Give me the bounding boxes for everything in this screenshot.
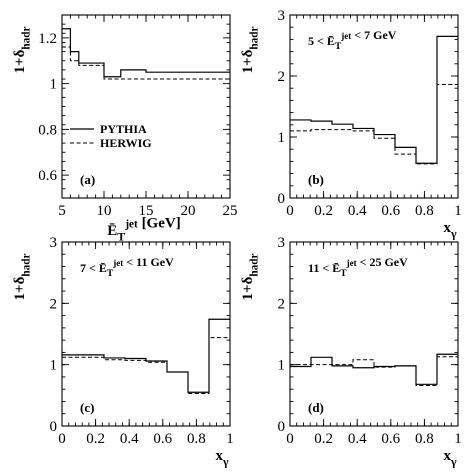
panel-0: 5 10 15 20 25 0.6 0.8 1 1.2 (a) 1+δhadr ĒTjet [GeV]…	[12, 14, 238, 244]
x-tick-label: 0.4	[120, 431, 139, 447]
series-herwig-step	[62, 337, 230, 394]
y-tick-label: 2	[50, 296, 58, 312]
series-herwig-step	[62, 46, 230, 80]
x-tick-label: 25	[223, 203, 238, 219]
x-tick-label: 15	[139, 203, 154, 219]
panel-3: 0 0.2 0.4 0.6 0.8 1 0 1 2 3 (d) 1+δhadr xγ 11 < ĒTjet…	[240, 235, 462, 468]
x-tick-label: 0	[58, 431, 66, 447]
panel-letter: (b)	[308, 172, 324, 187]
y-tick-label: 1	[50, 358, 58, 374]
y-tick-label: 1	[278, 358, 286, 374]
x-tick-label: 0.2	[314, 203, 333, 219]
y-tick-label: 0	[50, 419, 58, 435]
x-tick-label: 0.2	[314, 431, 333, 447]
y-axis-label: 1+δhadr	[12, 254, 32, 301]
series-pythia-step	[290, 35, 458, 164]
x-tick-label: 0.8	[415, 431, 434, 447]
et-range-annotation: 5 < ĒTjet < 7 GeV	[308, 28, 397, 52]
x-tick-label: 5	[58, 203, 66, 219]
y-tick-label: 1	[50, 77, 58, 93]
y-tick-label: 0.6	[38, 168, 57, 184]
y-tick-label: 3	[278, 8, 286, 24]
et-range-annotation: 11 < ĒTjet < 25 GeV	[308, 255, 408, 279]
et-range-annotation: 7 < ĒTjet < 11 GeV	[80, 255, 174, 279]
series-herwig-step	[290, 84, 458, 165]
series-herwig-step	[290, 356, 458, 387]
y-tick-label: 2	[278, 296, 286, 312]
plot-frame	[61, 241, 231, 427]
x-tick-label: 0.4	[348, 203, 367, 219]
x-tick-label: 0.8	[187, 431, 206, 447]
plot-frame	[61, 14, 231, 199]
x-axis-label: xγ	[215, 448, 229, 468]
y-tick-label: 3	[278, 235, 286, 251]
x-tick-label: 0.8	[415, 203, 434, 219]
x-tick-label: 0.6	[381, 203, 400, 219]
x-tick-label: 1	[226, 431, 234, 447]
y-tick-label: 0.8	[38, 122, 57, 138]
y-tick-label: 1	[278, 130, 286, 146]
plot-frame	[289, 241, 459, 427]
panel-letter: (a)	[80, 172, 95, 187]
plot-frame	[289, 14, 459, 199]
x-tick-label: 0.2	[86, 431, 105, 447]
x-tick-label: 0.6	[153, 431, 172, 447]
x-tick-label: 10	[97, 203, 112, 219]
y-tick-label: 1.2	[38, 31, 57, 47]
y-axis-label: 1+δhadr	[240, 254, 260, 301]
panel-2: 0 0.2 0.4 0.6 0.8 1 0 1 2 3 (c) 1+δhadr xγ 7 < ĒTjet …	[12, 235, 234, 468]
panel-1: 0 0.2 0.4 0.6 0.8 1 0 1 2 3 (b) 1+δhadr xγ 5 < ĒTjet …	[240, 8, 462, 240]
panel-letter: (d)	[308, 400, 324, 415]
x-tick-label: 0	[286, 431, 294, 447]
y-tick-label: 0	[278, 419, 286, 435]
y-tick-label: 3	[50, 235, 58, 251]
series-pythia-step	[62, 28, 230, 78]
y-axis-label: 1+δhadr	[12, 27, 32, 74]
x-tick-label: 20	[181, 203, 196, 219]
series-pythia-step	[62, 318, 230, 393]
x-tick-label: 0	[286, 203, 294, 219]
x-tick-label: 0.6	[381, 431, 400, 447]
x-tick-label: 1	[454, 203, 462, 219]
x-axis-label: xγ	[443, 220, 457, 240]
y-axis-label: 1+δhadr	[240, 27, 260, 74]
series-pythia-step	[290, 353, 458, 385]
legend-label-herwig: HERWIG	[100, 136, 152, 150]
y-tick-label: 2	[278, 69, 286, 85]
legend-label-pythia: PYTHIA	[100, 122, 147, 136]
x-axis-label: ĒTjet [GeV]	[107, 216, 180, 244]
x-tick-label: 0.4	[348, 431, 367, 447]
panel-letter: (c)	[80, 400, 94, 415]
x-axis-label: xγ	[443, 448, 457, 468]
y-tick-label: 0	[278, 191, 286, 207]
x-tick-label: 1	[454, 431, 462, 447]
